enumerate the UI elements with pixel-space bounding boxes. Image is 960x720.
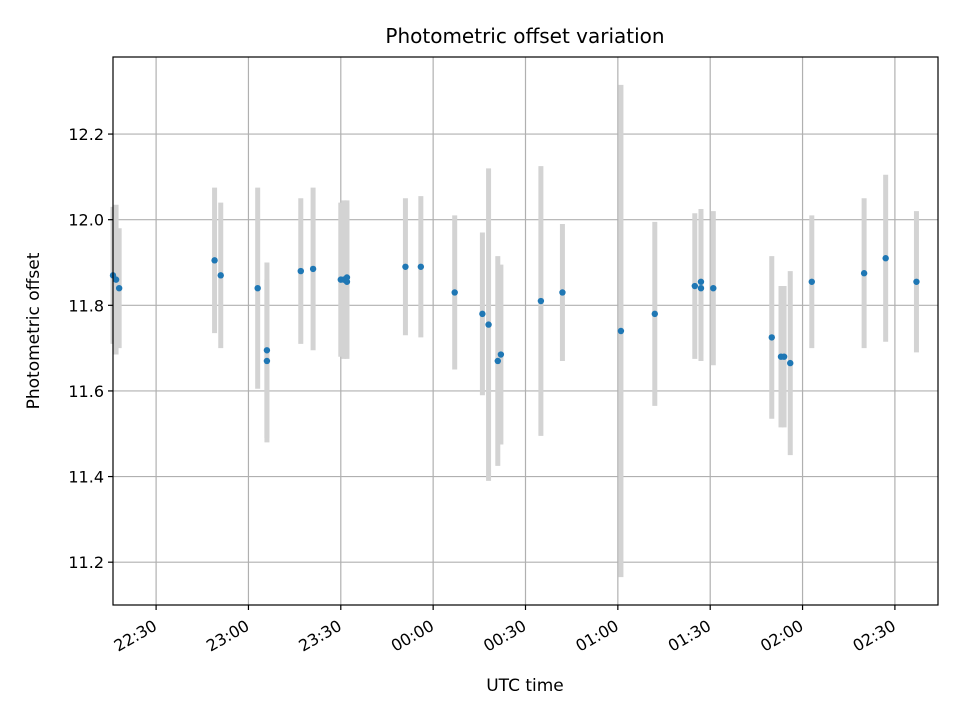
data-point xyxy=(417,263,425,270)
data-point xyxy=(263,357,271,365)
data-point xyxy=(402,263,409,270)
data-point xyxy=(697,284,705,292)
data-point xyxy=(112,276,120,283)
data-point xyxy=(343,278,351,285)
data-point xyxy=(710,284,717,292)
y-tick-label: 11.6 xyxy=(68,382,104,401)
data-point xyxy=(494,357,501,365)
y-axis: 11.2 11.4 11.6 11.8 12.0 12.2 xyxy=(68,125,113,572)
data-point xyxy=(651,310,658,318)
data-point xyxy=(860,270,868,277)
y-tick-label: 11.4 xyxy=(68,468,104,487)
data-point xyxy=(217,272,224,279)
chart-title: Photometric offset variation xyxy=(385,24,664,48)
data-points xyxy=(109,255,920,367)
data-point xyxy=(913,278,920,285)
data-point xyxy=(254,284,261,292)
data-point xyxy=(559,289,566,296)
data-point xyxy=(115,284,123,292)
y-tick-label: 11.8 xyxy=(68,296,104,315)
data-point xyxy=(882,255,889,262)
y-tick-label: 12.2 xyxy=(68,125,104,144)
x-axis-title: UTC time xyxy=(486,676,564,696)
data-point xyxy=(211,257,218,264)
data-point xyxy=(787,359,794,367)
data-point xyxy=(617,327,625,335)
y-tick-label: 12.0 xyxy=(68,211,104,230)
data-point xyxy=(485,321,492,328)
data-point xyxy=(697,278,705,285)
data-point xyxy=(497,351,505,358)
data-point xyxy=(691,282,699,290)
data-point xyxy=(537,297,545,305)
grid xyxy=(113,57,938,605)
data-point xyxy=(780,353,788,360)
y-tick-label: 11.2 xyxy=(68,553,104,572)
data-point xyxy=(479,310,486,318)
y-axis-title: Photometric offset xyxy=(24,252,44,409)
data-point xyxy=(297,267,304,275)
data-point xyxy=(451,289,458,296)
data-point xyxy=(808,278,815,285)
data-point xyxy=(263,347,271,354)
data-point xyxy=(309,265,317,273)
data-point xyxy=(768,334,775,341)
